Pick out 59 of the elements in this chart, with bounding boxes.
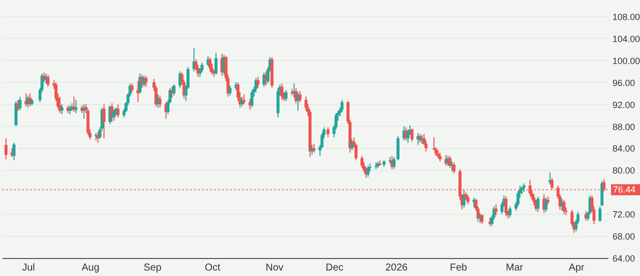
candlestick [366, 165, 370, 178]
ref-line-label: 76.44 [613, 184, 636, 195]
x-tick-label: Aug [82, 262, 100, 274]
candlestick [326, 126, 330, 138]
x-tick-label: Mar [506, 262, 524, 274]
candlestick [406, 129, 410, 144]
x-tick-label: Feb [450, 262, 468, 274]
x-tick-label: Jul [22, 262, 35, 274]
y-tick-label: 68.00 [612, 232, 636, 242]
y-tick-label: 100.00 [612, 56, 640, 66]
candlestick [4, 138, 8, 160]
y-tick-label: 64.00 [612, 254, 636, 264]
x-tick-label: Sep [144, 262, 162, 274]
y-tick-label: 104.00 [612, 34, 640, 44]
y-tick-label: 72.00 [612, 210, 636, 220]
candlestick [214, 52, 218, 76]
x-tick-label: 2026 [385, 262, 408, 274]
candlestick [158, 95, 162, 108]
candlestick [396, 136, 400, 161]
candlestick [242, 94, 246, 105]
y-tick-label: 96.00 [612, 78, 636, 88]
candlestick [46, 74, 50, 88]
y-tick-label: 108.00 [612, 12, 640, 22]
candlestick [60, 104, 64, 115]
x-tick-label: Dec [326, 262, 344, 274]
y-tick-label: 80.00 [612, 166, 636, 176]
y-tick-label: 84.00 [612, 144, 636, 154]
candlestick [86, 108, 90, 136]
candlestick [340, 99, 344, 112]
candlestick [250, 90, 254, 108]
candlestick [448, 155, 452, 168]
candlestick [450, 160, 454, 172]
candlestick [172, 84, 176, 96]
candlestick [600, 180, 604, 207]
candlestick [276, 87, 280, 118]
candlestick [112, 109, 116, 122]
candlestick [208, 56, 212, 72]
candlestick [228, 85, 232, 96]
candlestick [392, 156, 396, 170]
candlestick [144, 75, 148, 88]
candlestick [256, 76, 260, 88]
candlestick [480, 214, 484, 224]
candlestick [494, 204, 498, 216]
x-tick-label: Nov [266, 262, 284, 274]
candlestick [410, 128, 414, 142]
candlestick [102, 104, 106, 139]
y-tick-label: 92.00 [612, 100, 636, 110]
candlestick [74, 99, 78, 114]
candlestick [598, 206, 602, 222]
candlestick [504, 196, 508, 217]
y-tick-label: 88.00 [612, 122, 636, 132]
candlestick [452, 162, 456, 174]
x-tick-label: Apr [568, 262, 585, 274]
candlestick [200, 62, 204, 73]
candlestick [14, 100, 18, 127]
candlestick [536, 196, 540, 212]
candlestick [298, 90, 302, 103]
candlestick [360, 155, 364, 168]
x-tick-label: Oct [204, 262, 220, 274]
